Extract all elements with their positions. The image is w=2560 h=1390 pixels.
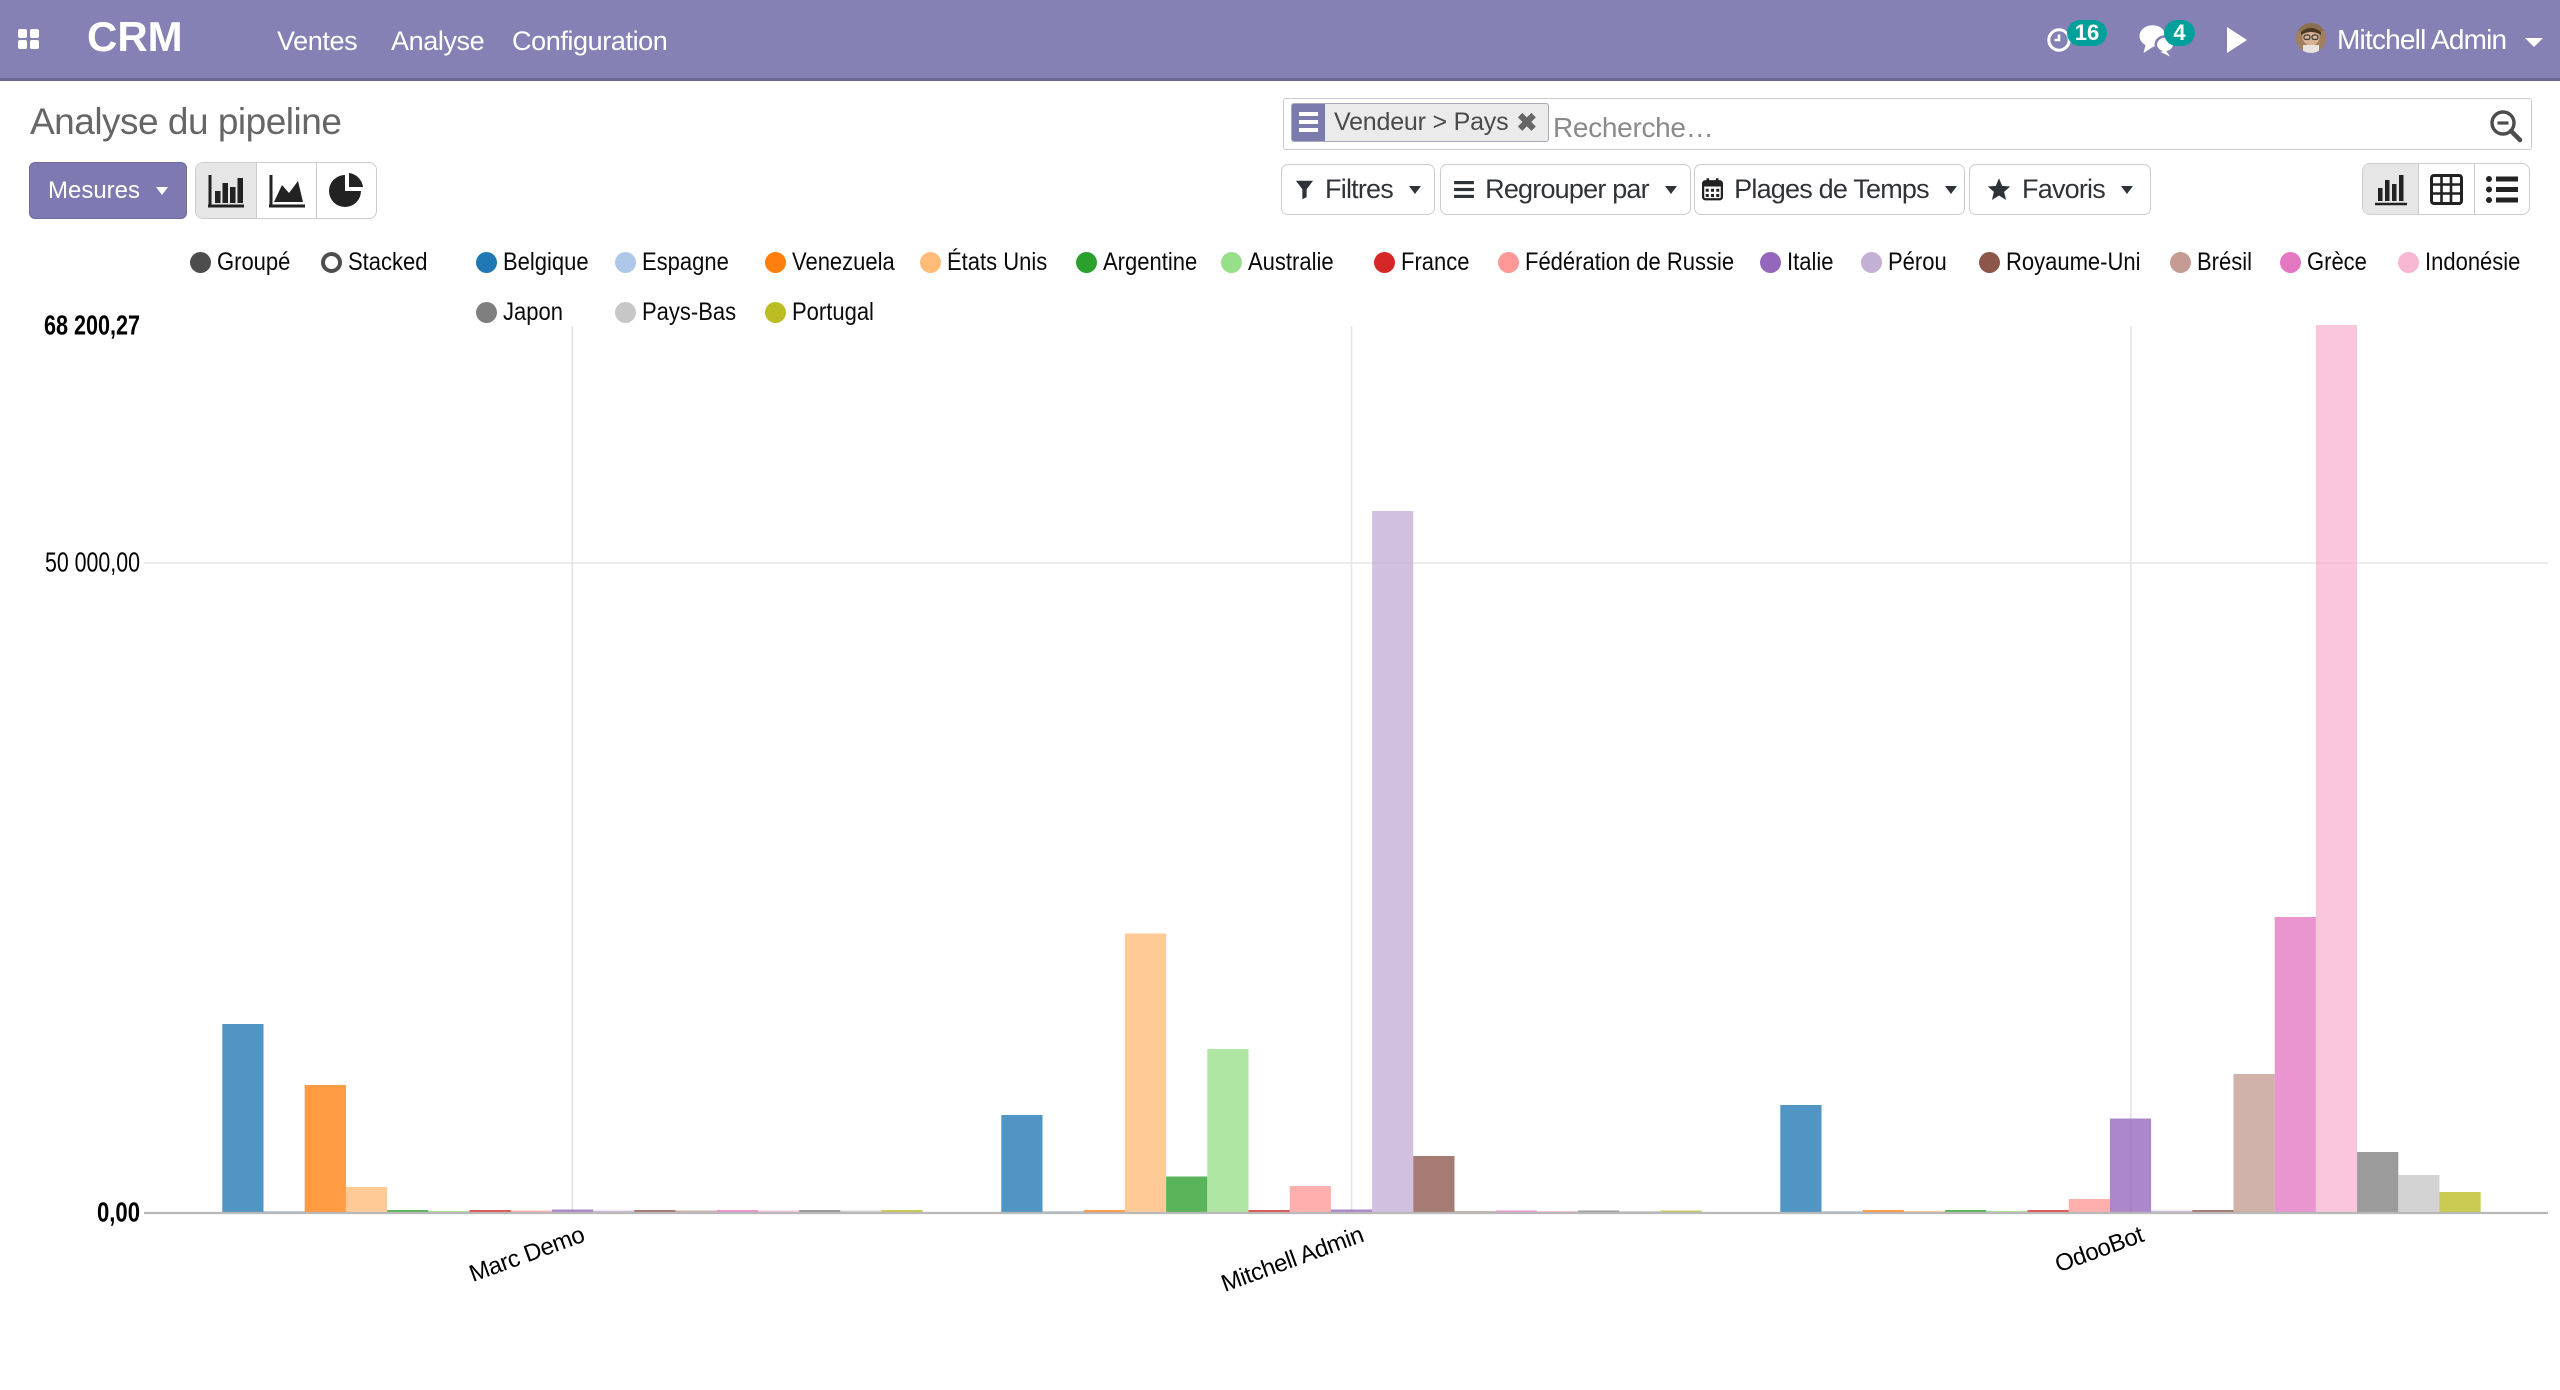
svg-text:0,00: 0,00 bbox=[97, 1196, 140, 1227]
svg-text:Marc Demo: Marc Demo bbox=[466, 1221, 588, 1288]
svg-text:50 000,00: 50 000,00 bbox=[45, 546, 140, 577]
svg-text:Mitchell Admin: Mitchell Admin bbox=[1218, 1221, 1367, 1297]
svg-text:68 200,27: 68 200,27 bbox=[44, 309, 140, 340]
svg-text:OdooBot: OdooBot bbox=[2051, 1221, 2147, 1278]
